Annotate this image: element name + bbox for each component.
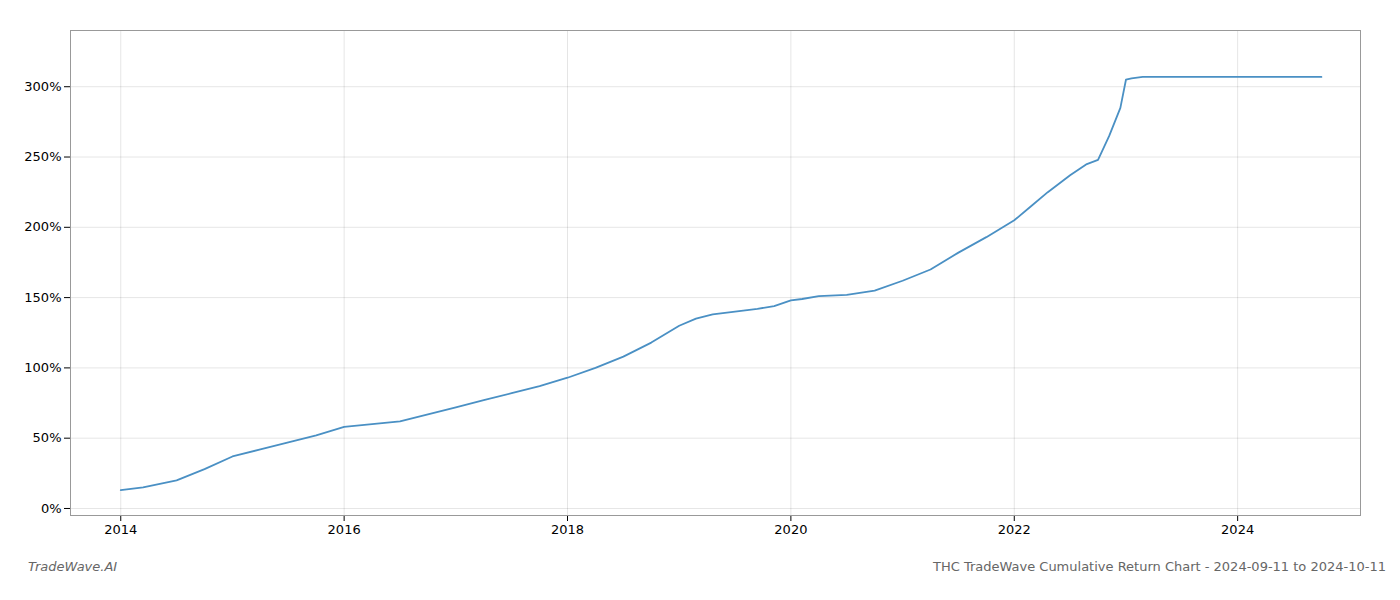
svg-text:200%: 200% — [24, 219, 61, 234]
svg-text:100%: 100% — [24, 360, 61, 375]
svg-text:300%: 300% — [24, 79, 61, 94]
svg-text:150%: 150% — [24, 290, 61, 305]
svg-text:2018: 2018 — [551, 522, 584, 537]
svg-text:50%: 50% — [33, 430, 62, 445]
svg-text:2020: 2020 — [774, 522, 807, 537]
svg-text:2022: 2022 — [998, 522, 1031, 537]
html-text:TradeWave.AI: TradeWave.AI — [28, 559, 118, 574]
svg-text:2016: 2016 — [328, 522, 361, 537]
svg-text:2024: 2024 — [1221, 522, 1254, 537]
svg-text:250%: 250% — [24, 149, 61, 164]
svg-text:0%: 0% — [41, 501, 62, 516]
html-text:THC TradeWave Cumulative Retur: THC TradeWave Cumulative Return Chart - … — [933, 559, 1386, 574]
svg-text:2014: 2014 — [104, 522, 137, 537]
